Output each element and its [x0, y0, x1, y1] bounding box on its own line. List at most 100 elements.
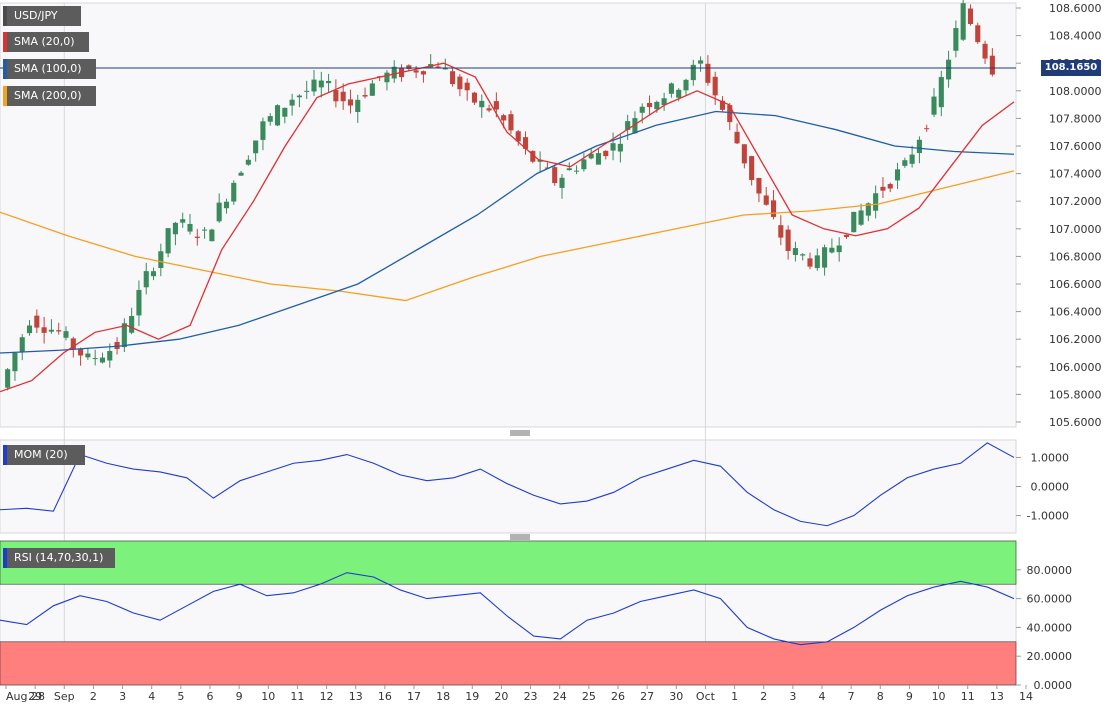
candle-body: [99, 357, 106, 363]
price-tick-label: 107.4000: [1049, 168, 1102, 181]
candle-body: [800, 254, 806, 256]
candle-body: [41, 327, 47, 333]
candle-body: [158, 251, 164, 269]
candle-body: [559, 177, 565, 188]
candle-body: [654, 101, 660, 110]
candle-body: [340, 91, 346, 102]
candle-body: [603, 150, 609, 157]
x-tick-label: 26: [611, 690, 625, 703]
candle-body: [522, 137, 529, 149]
candle-body: [143, 271, 149, 288]
price-tick-label: 106.6000: [1049, 278, 1102, 291]
candle-body: [873, 193, 879, 211]
candle-body: [508, 114, 514, 131]
rsi-overbought-zone: [0, 540, 1017, 585]
x-tick-label: 11: [961, 690, 975, 703]
price-tick-label: 107.8000: [1049, 112, 1102, 125]
candle-body: [355, 99, 361, 113]
rsi-tick-label: 0.0000: [1034, 679, 1073, 692]
candle-body: [471, 92, 478, 103]
legend-label-sma20: SMA (20,0): [14, 35, 75, 48]
x-tick-label: 3: [119, 690, 126, 703]
x-tick-label: 10: [261, 690, 275, 703]
candle-body: [92, 358, 98, 360]
candle-body: [741, 144, 747, 164]
x-tick-label: 5: [177, 690, 184, 703]
candle-body: [420, 71, 426, 75]
rsi-tick-label: 60.0000: [1027, 593, 1073, 606]
candle-body: [501, 115, 507, 121]
candle-body: [931, 96, 937, 115]
legend-swatch-mom: [3, 445, 7, 465]
candle-body: [843, 234, 850, 237]
x-tick-label: 3: [789, 690, 796, 703]
candle-body: [982, 43, 988, 59]
price-tick-label: 108.6000: [1049, 2, 1102, 15]
candle-body: [216, 202, 222, 222]
candle-body: [778, 225, 784, 238]
candle-body: [406, 65, 412, 69]
candle-body: [924, 128, 930, 130]
candle-body: [639, 106, 645, 113]
candle-body: [734, 131, 740, 144]
candle-body: [938, 77, 944, 108]
candle-body: [909, 154, 915, 164]
rsi-line: [0, 572, 1015, 646]
candle-body: [260, 121, 266, 140]
candle-body: [530, 151, 536, 162]
candle-body: [646, 103, 653, 108]
price-tick-label: 106.2000: [1049, 333, 1102, 346]
price-tick-label: 106.4000: [1049, 306, 1102, 319]
legend-swatch-sma20: [3, 32, 7, 52]
price-tick-label: 107.2000: [1049, 195, 1102, 208]
candle-body: [588, 153, 594, 159]
candle-body: [749, 156, 755, 181]
x-tick-label: 11: [290, 690, 304, 703]
candle-body: [289, 99, 295, 106]
legend-label-sma100: SMA (100,0): [14, 62, 82, 75]
x-tick-label: 25: [582, 690, 596, 703]
legend-label-rsi: RSI (14,70,30,1): [14, 551, 104, 564]
candle-body: [362, 95, 368, 97]
legend-item-sma100[interactable]: SMA (100,0): [3, 59, 96, 79]
legend-item-sma200[interactable]: SMA (200,0): [3, 86, 96, 106]
x-tick-label: 29: [28, 690, 42, 703]
candle-body: [625, 121, 631, 130]
panel-mom: [0, 439, 1017, 534]
candle-body: [989, 55, 995, 75]
price-tick-label: 105.8000: [1049, 388, 1102, 401]
candle-body: [296, 95, 302, 98]
price-tick-label: 107.6000: [1049, 140, 1102, 153]
candle-body: [274, 105, 281, 126]
candle-body: [231, 182, 237, 202]
legend-item-mom[interactable]: MOM (20): [3, 445, 85, 465]
x-tick-label: 13: [349, 690, 363, 703]
candle-body: [347, 99, 354, 106]
x-tick-label: 7: [848, 690, 855, 703]
legend-item-rsi[interactable]: RSI (14,70,30,1): [3, 548, 115, 568]
mom-tick-label: 0.0000: [1031, 481, 1070, 494]
candle-body: [136, 289, 142, 316]
candle-body: [683, 79, 689, 91]
candle-body: [180, 219, 186, 223]
candle-body: [770, 200, 777, 217]
candle-body: [858, 210, 864, 225]
candle-body: [34, 315, 40, 328]
candle-body: [676, 89, 682, 98]
legend-item-sma20[interactable]: SMA (20,0): [3, 32, 89, 52]
candle-body: [107, 351, 113, 361]
price-tick-label: 108.4000: [1049, 30, 1102, 43]
candle-body: [807, 258, 813, 267]
candle-body: [566, 168, 572, 171]
rsi-tick-label: 80.0000: [1027, 564, 1073, 577]
candle-body: [326, 80, 332, 84]
candle-body: [902, 160, 908, 166]
x-tick-label: 19: [465, 690, 479, 703]
candle-body: [486, 108, 492, 111]
legend-item-usdjpy[interactable]: USD/JPY: [3, 6, 81, 26]
candle-body: [610, 143, 616, 151]
candle-body: [479, 100, 485, 108]
candle-body: [26, 325, 33, 334]
candle-body: [194, 236, 200, 238]
candle-body: [515, 131, 521, 142]
